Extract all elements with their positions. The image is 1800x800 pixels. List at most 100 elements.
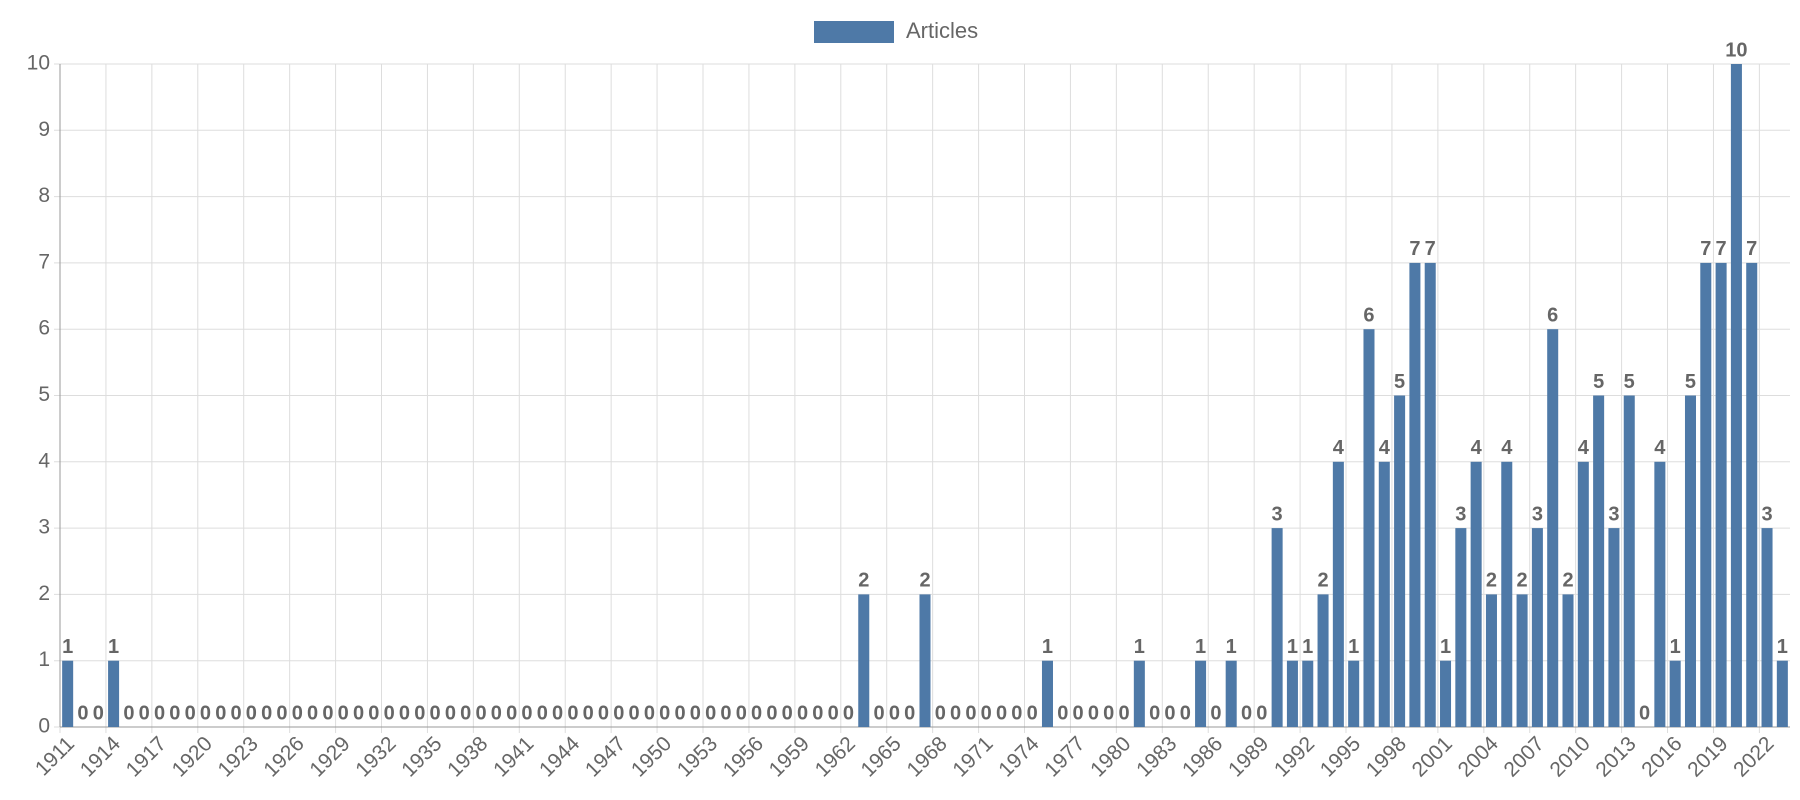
value-label: 5 (1624, 371, 1635, 393)
x-tick-label: 1995 (1316, 732, 1365, 781)
y-tick-label: 1 (38, 648, 50, 671)
value-label: 0 (154, 702, 165, 724)
value-label: 0 (460, 702, 471, 724)
value-label: 1 (1042, 636, 1053, 658)
value-label: 0 (889, 702, 900, 724)
x-tick-label: 1962 (811, 732, 860, 781)
value-label: 7 (1700, 238, 1711, 260)
value-label: 0 (384, 702, 395, 724)
value-label: 0 (307, 702, 318, 724)
value-label: 0 (1073, 702, 1084, 724)
value-label: 4 (1333, 437, 1345, 459)
bar (1501, 461, 1513, 727)
bar (1562, 594, 1574, 727)
x-tick-label: 1986 (1178, 732, 1227, 781)
value-label: 0 (766, 702, 777, 724)
value-label: 10 (1725, 39, 1747, 61)
bar (1409, 262, 1421, 727)
value-label: 2 (1486, 570, 1497, 592)
value-label: 7 (1746, 238, 1757, 260)
value-label: 0 (399, 702, 410, 724)
value-label: 0 (1639, 702, 1650, 724)
bar (1623, 395, 1635, 727)
bar (1271, 528, 1283, 727)
value-label: 0 (782, 702, 793, 724)
value-label: 0 (368, 702, 379, 724)
value-label: 0 (904, 702, 915, 724)
x-tick-label: 2016 (1637, 732, 1686, 781)
x-tick-label: 1920 (168, 732, 217, 781)
legend-label: Articles (906, 18, 978, 43)
bar (1302, 660, 1314, 727)
value-label: 0 (843, 702, 854, 724)
value-label: 0 (185, 702, 196, 724)
bar (1547, 329, 1559, 727)
x-tick-label: 1950 (627, 732, 676, 781)
value-label: 4 (1501, 437, 1513, 459)
value-label: 1 (1777, 636, 1788, 658)
value-label: 1 (1226, 636, 1237, 658)
bar (1133, 660, 1145, 727)
value-label: 0 (445, 702, 456, 724)
bar (1041, 660, 1053, 727)
x-tick-label: 1947 (581, 732, 630, 781)
bar (1195, 660, 1207, 727)
value-label: 0 (123, 702, 134, 724)
x-tick-label: 1983 (1132, 732, 1181, 781)
x-tick-label: 1926 (259, 732, 308, 781)
value-label: 0 (430, 702, 441, 724)
value-label: 4 (1471, 437, 1483, 459)
value-label: 0 (874, 702, 885, 724)
value-label: 0 (475, 702, 486, 724)
value-label: 0 (659, 702, 670, 724)
value-label: 2 (1317, 570, 1328, 592)
value-label: 0 (583, 702, 594, 724)
value-label: 0 (981, 702, 992, 724)
value-label: 0 (1088, 702, 1099, 724)
value-label: 0 (965, 702, 976, 724)
value-label: 0 (751, 702, 762, 724)
bar (1761, 528, 1773, 727)
value-label: 0 (1011, 702, 1022, 724)
value-label: 0 (690, 702, 701, 724)
value-label: 0 (292, 702, 303, 724)
y-tick-label: 6 (38, 317, 50, 340)
bar (1455, 528, 1467, 727)
x-tick-label: 1914 (76, 732, 126, 782)
value-label: 0 (1027, 702, 1038, 724)
value-label: 0 (613, 702, 624, 724)
bar (62, 660, 74, 727)
x-tick-label: 2004 (1454, 732, 1504, 782)
value-label: 0 (1256, 702, 1267, 724)
value-label: 1 (108, 636, 119, 658)
bar (1577, 461, 1589, 727)
bar (1654, 461, 1666, 727)
value-label: 0 (338, 702, 349, 724)
x-tick-label: 1941 (489, 732, 538, 781)
value-label: 1 (1195, 636, 1206, 658)
bar (1394, 395, 1406, 727)
bar (1332, 461, 1344, 727)
x-tick-label: 1980 (1086, 732, 1135, 781)
legend-swatch (814, 21, 894, 43)
value-label: 0 (996, 702, 1007, 724)
value-label: 0 (215, 702, 226, 724)
value-label: 0 (1057, 702, 1068, 724)
x-tick-label: 2022 (1729, 732, 1778, 781)
value-label: 4 (1654, 437, 1666, 459)
x-tick-label: 1944 (535, 732, 585, 782)
bar (1608, 528, 1620, 727)
bar (1669, 660, 1681, 727)
bar (1730, 64, 1742, 727)
bar (1440, 660, 1452, 727)
bar (1715, 262, 1727, 727)
value-label: 1 (1670, 636, 1681, 658)
x-tick-label: 2019 (1683, 732, 1732, 781)
value-label: 0 (139, 702, 150, 724)
value-label: 0 (1241, 702, 1252, 724)
bar (1776, 660, 1788, 727)
x-tick-label: 2001 (1408, 732, 1457, 781)
value-label: 1 (1440, 636, 1451, 658)
value-label: 6 (1547, 304, 1558, 326)
